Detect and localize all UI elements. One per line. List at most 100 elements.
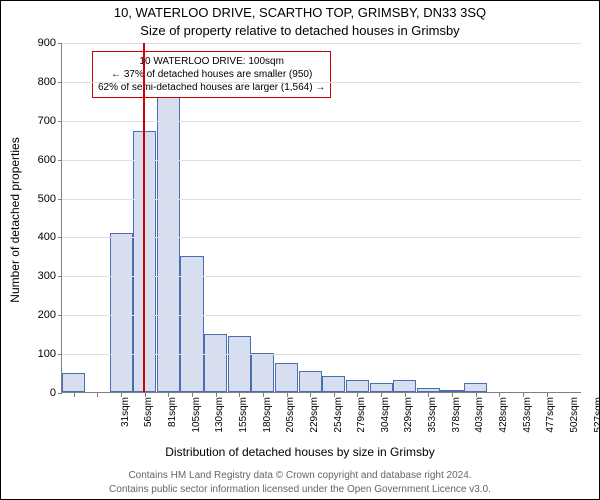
x-tick-label: 304sqm bbox=[380, 397, 391, 447]
y-tick-label: 800 bbox=[1, 76, 56, 88]
x-tick-mark bbox=[263, 393, 264, 397]
annotation-box: 10 WATERLOO DRIVE: 100sqm ← 37% of detac… bbox=[92, 51, 331, 98]
gridline bbox=[62, 199, 581, 200]
x-tick-label: 502sqm bbox=[569, 397, 580, 447]
annotation-line2: ← 37% of detached houses are smaller (95… bbox=[98, 68, 325, 81]
x-tick-label: 229sqm bbox=[309, 397, 320, 447]
x-tick-label: 428sqm bbox=[498, 397, 509, 447]
x-tick-mark bbox=[452, 393, 453, 397]
x-tick-mark bbox=[168, 393, 169, 397]
histogram-bar bbox=[204, 334, 227, 392]
plot-area: 10 WATERLOO DRIVE: 100sqm ← 37% of detac… bbox=[61, 43, 581, 393]
y-tick-label: 600 bbox=[1, 154, 56, 166]
x-tick-mark bbox=[405, 393, 406, 397]
histogram-bar bbox=[275, 363, 298, 392]
x-tick-label: 205sqm bbox=[285, 397, 296, 447]
y-tick-mark bbox=[58, 43, 62, 44]
y-tick-mark bbox=[58, 276, 62, 277]
x-tick-label: 477sqm bbox=[545, 397, 556, 447]
gridline bbox=[62, 237, 581, 238]
x-tick-label: 453sqm bbox=[522, 397, 533, 447]
chart-container: 10, WATERLOO DRIVE, SCARTHO TOP, GRIMSBY… bbox=[0, 0, 600, 500]
gridline bbox=[62, 43, 581, 44]
y-tick-mark bbox=[58, 82, 62, 83]
x-tick-mark bbox=[428, 393, 429, 397]
y-tick-label: 400 bbox=[1, 231, 56, 243]
x-tick-mark bbox=[547, 393, 548, 397]
x-tick-mark bbox=[216, 393, 217, 397]
chart-title-sub: Size of property relative to detached ho… bbox=[1, 23, 599, 38]
footer-line-1: Contains HM Land Registry data © Crown c… bbox=[1, 470, 599, 481]
x-tick-mark bbox=[334, 393, 335, 397]
annotation-line1: 10 WATERLOO DRIVE: 100sqm bbox=[98, 55, 325, 68]
y-tick-label: 700 bbox=[1, 115, 56, 127]
x-tick-mark bbox=[381, 393, 382, 397]
x-tick-label: 329sqm bbox=[403, 397, 414, 447]
gridline bbox=[62, 121, 581, 122]
x-tick-label: 527sqm bbox=[593, 397, 600, 447]
x-tick-mark bbox=[145, 393, 146, 397]
y-tick-label: 200 bbox=[1, 309, 56, 321]
histogram-bar bbox=[228, 336, 251, 392]
gridline bbox=[62, 354, 581, 355]
histogram-bar bbox=[110, 233, 133, 392]
histogram-bar bbox=[346, 380, 369, 392]
gridline bbox=[62, 82, 581, 83]
histogram-bar bbox=[157, 89, 180, 392]
x-tick-mark bbox=[476, 393, 477, 397]
histogram-bar bbox=[133, 131, 156, 392]
y-tick-label: 0 bbox=[1, 387, 56, 399]
x-tick-label: 56sqm bbox=[143, 397, 154, 447]
x-tick-label: 403sqm bbox=[474, 397, 485, 447]
x-tick-mark bbox=[74, 393, 75, 397]
x-tick-label: 130sqm bbox=[214, 397, 225, 447]
x-tick-mark bbox=[523, 393, 524, 397]
x-tick-mark bbox=[310, 393, 311, 397]
histogram-bar bbox=[299, 371, 322, 392]
marker-line bbox=[143, 43, 145, 392]
x-tick-mark bbox=[287, 393, 288, 397]
x-tick-label: 353sqm bbox=[427, 397, 438, 447]
gridline bbox=[62, 276, 581, 277]
y-tick-mark bbox=[58, 121, 62, 122]
y-tick-label: 900 bbox=[1, 37, 56, 49]
histogram-bar bbox=[62, 373, 85, 392]
x-tick-label: 180sqm bbox=[262, 397, 273, 447]
x-tick-mark bbox=[192, 393, 193, 397]
x-tick-label: 279sqm bbox=[356, 397, 367, 447]
x-tick-mark bbox=[357, 393, 358, 397]
y-tick-mark bbox=[58, 354, 62, 355]
y-tick-mark bbox=[58, 315, 62, 316]
x-tick-mark bbox=[97, 393, 98, 397]
x-tick-label: 31sqm bbox=[120, 397, 131, 447]
y-tick-label: 500 bbox=[1, 193, 56, 205]
histogram-bar bbox=[417, 388, 440, 392]
x-tick-label: 254sqm bbox=[333, 397, 344, 447]
y-tick-mark bbox=[58, 199, 62, 200]
histogram-bar bbox=[440, 390, 463, 392]
annotation-line3: 62% of semi-detached houses are larger (… bbox=[98, 81, 325, 94]
chart-title-main: 10, WATERLOO DRIVE, SCARTHO TOP, GRIMSBY… bbox=[1, 5, 599, 20]
histogram-bar bbox=[370, 383, 393, 392]
histogram-bar bbox=[322, 376, 345, 392]
x-tick-label: 378sqm bbox=[451, 397, 462, 447]
y-tick-mark bbox=[58, 237, 62, 238]
y-axis-label: Number of detached properties bbox=[8, 50, 22, 390]
x-tick-label: 105sqm bbox=[191, 397, 202, 447]
x-tick-mark bbox=[121, 393, 122, 397]
x-tick-mark bbox=[239, 393, 240, 397]
x-tick-label: 81sqm bbox=[167, 397, 178, 447]
histogram-bar bbox=[464, 383, 487, 392]
y-tick-label: 100 bbox=[1, 348, 56, 360]
histogram-bar bbox=[251, 353, 274, 392]
x-tick-mark bbox=[499, 393, 500, 397]
gridline bbox=[62, 315, 581, 316]
y-tick-mark bbox=[58, 160, 62, 161]
y-tick-mark bbox=[58, 393, 62, 394]
x-tick-label: 155sqm bbox=[238, 397, 249, 447]
gridline bbox=[62, 160, 581, 161]
footer-line-2: Contains public sector information licen… bbox=[1, 484, 599, 495]
histogram-bar bbox=[393, 380, 416, 392]
x-axis-label: Distribution of detached houses by size … bbox=[1, 445, 599, 459]
y-tick-label: 300 bbox=[1, 270, 56, 282]
